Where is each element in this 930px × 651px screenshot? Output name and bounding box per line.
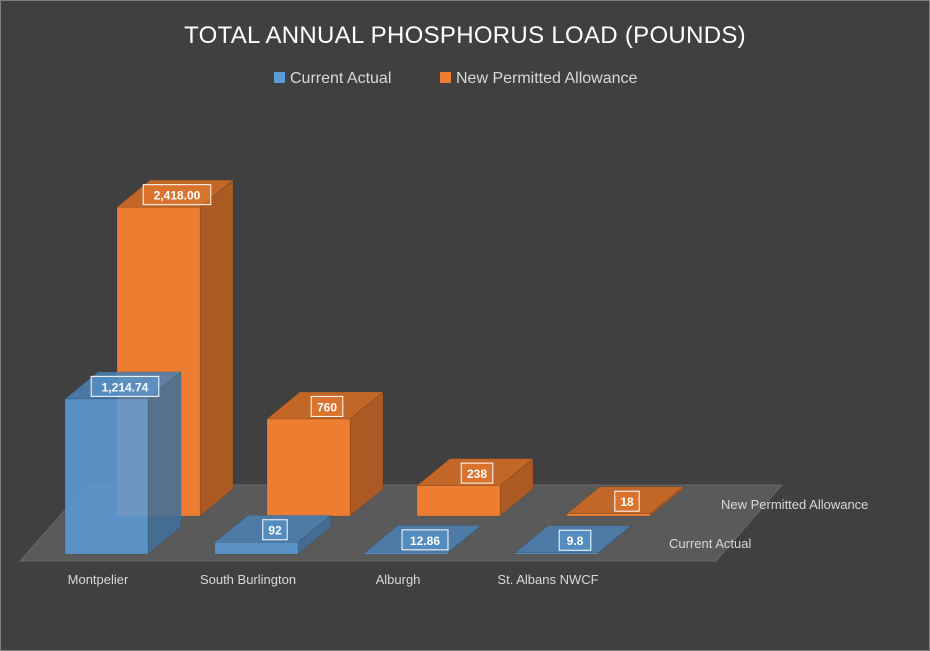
series-axis: New Permitted Allowance Current Actual — [669, 497, 868, 551]
bar-new-permitted-allowance-south-burlington — [266, 391, 384, 517]
category-label-st-albans-nwcf: St. Albans NWCF — [497, 572, 598, 587]
data-label-new-permitted-allowance-montpelier: 2,418.00 — [142, 184, 212, 206]
bar-front-new-permitted-allowance-south-burlington — [266, 418, 351, 517]
data-labels: 2,418.00 760 238 18 1,214.74 92 12.86 9.8 — [90, 184, 640, 551]
data-label-box-current-actual-south-burlington — [262, 519, 288, 541]
series-axis-label-current-actual: Current Actual — [669, 536, 751, 551]
data-label-box-new-permitted-allowance-alburgh — [460, 462, 494, 484]
data-label-text-new-permitted-allowance-montpelier: 2,418.00 — [154, 189, 201, 203]
data-label-text-current-actual-montpelier: 1,214.74 — [102, 380, 149, 394]
category-axis: Montpelier South Burlington Alburgh St. … — [68, 572, 599, 587]
bar-front-current-actual-montpelier — [64, 398, 149, 555]
data-label-current-actual-montpelier: 1,214.74 — [90, 375, 160, 397]
data-label-new-permitted-allowance-st-albans-nwcf: 18 — [614, 490, 640, 512]
category-label-alburgh: Alburgh — [376, 572, 421, 587]
data-label-current-actual-alburgh: 12.86 — [401, 529, 449, 551]
data-label-box-current-actual-montpelier — [90, 375, 160, 397]
data-label-text-current-actual-st-albans-nwcf: 9.8 — [567, 534, 584, 548]
bar-side-new-permitted-allowance-montpelier — [199, 179, 234, 517]
bar-front-current-actual-south-burlington — [214, 541, 299, 555]
legend-label-current-actual: Current Actual — [290, 70, 391, 87]
data-label-current-actual-st-albans-nwcf: 9.8 — [558, 529, 592, 551]
bar-front-new-permitted-allowance-st-albans-nwcf — [566, 513, 651, 517]
data-label-text-new-permitted-allowance-south-burlington: 760 — [317, 400, 337, 414]
data-label-text-new-permitted-allowance-alburgh: 238 — [467, 467, 487, 481]
legend-swatch-new-permitted-allowance — [440, 72, 451, 83]
data-label-text-current-actual-south-burlington: 92 — [268, 524, 282, 538]
legend: Current Actual New Permitted Allowance — [274, 70, 638, 87]
data-label-text-current-actual-alburgh: 12.86 — [410, 534, 440, 548]
bar-current-actual-montpelier — [64, 371, 182, 555]
legend-swatch-current-actual — [274, 72, 285, 83]
category-label-montpelier: Montpelier — [68, 572, 129, 587]
data-label-text-new-permitted-allowance-st-albans-nwcf: 18 — [620, 495, 634, 509]
data-label-box-new-permitted-allowance-st-albans-nwcf — [614, 490, 640, 512]
data-label-box-current-actual-st-albans-nwcf — [558, 529, 592, 551]
legend-label-new-permitted-allowance: New Permitted Allowance — [456, 70, 638, 87]
data-label-box-current-actual-alburgh — [401, 529, 449, 551]
data-label-new-permitted-allowance-alburgh: 238 — [460, 462, 494, 484]
category-label-south-burlington: South Burlington — [200, 572, 296, 587]
chart-title: TOTAL ANNUAL PHOSPHORUS LOAD (POUNDS) — [184, 22, 746, 49]
data-label-new-permitted-allowance-south-burlington: 760 — [310, 395, 344, 417]
data-label-current-actual-south-burlington: 92 — [262, 519, 288, 541]
data-label-box-new-permitted-allowance-montpelier — [142, 184, 212, 206]
bar-side-current-actual-montpelier — [147, 371, 182, 555]
series-axis-label-new-permitted-allowance: New Permitted Allowance — [721, 497, 868, 512]
back-series-bars — [116, 179, 684, 517]
bar-front-new-permitted-allowance-alburgh — [416, 485, 501, 517]
data-label-box-new-permitted-allowance-south-burlington — [310, 395, 344, 417]
